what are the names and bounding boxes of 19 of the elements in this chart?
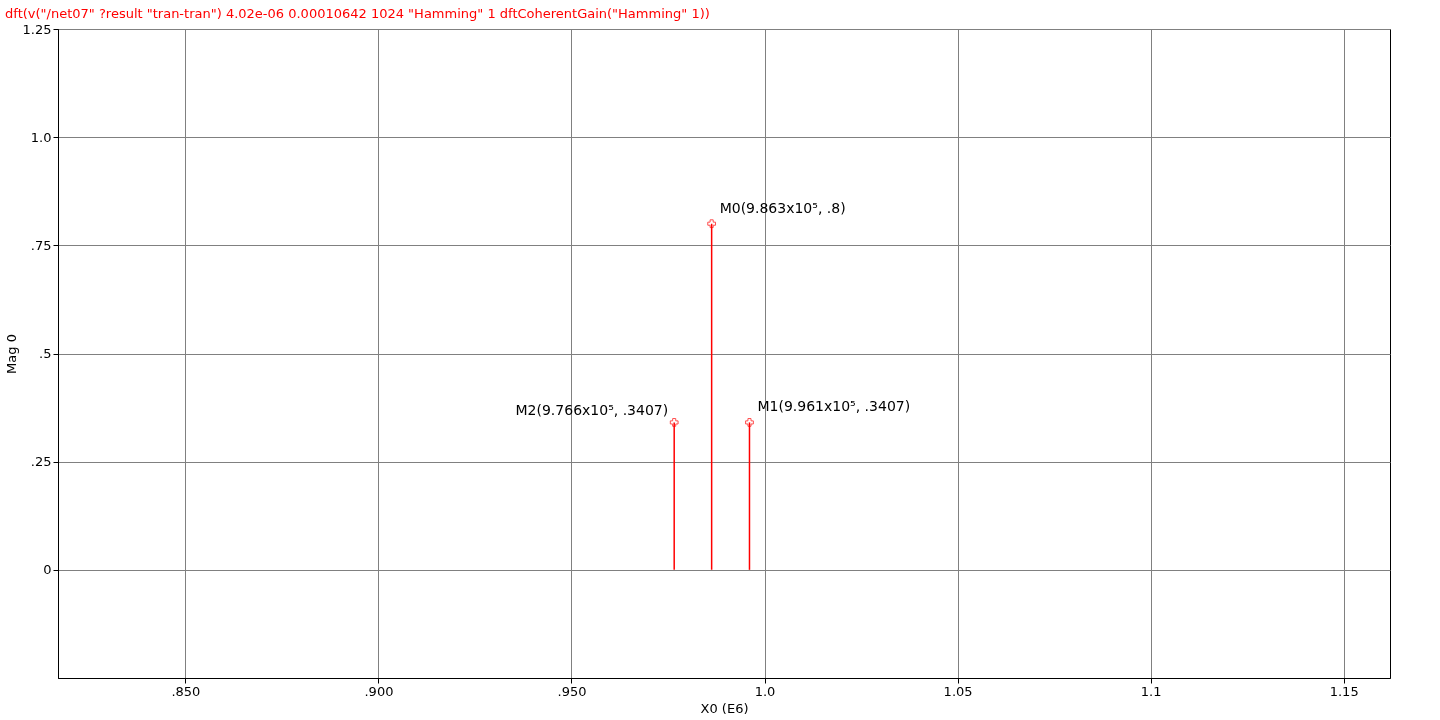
y-tick-label: .75 [30, 237, 52, 253]
x-tick-label: .900 [364, 683, 394, 699]
annotation: M0(9.863x10⁵, .8) [719, 199, 846, 216]
chart-title: dft(v("/net07" ?result "tran-tran") 4.02e-06 0.00010642 1024 "Hamming" 1 dftCoherentGain("Hamming" 1)) [5, 6, 710, 21]
y-tick-label: .5 [39, 346, 52, 361]
x-tick-label: 1.15 [1329, 683, 1359, 699]
y-axis-title: Mag 0 [3, 334, 19, 374]
x-tick-label: .950 [557, 683, 587, 699]
x-tick-label: 1.1 [1140, 683, 1162, 699]
annotation: M1(9.961x10⁵, .3407) [757, 398, 911, 415]
y-tick-label: 1.25 [22, 21, 52, 37]
y-tick-label: 0 [43, 562, 52, 578]
x-tick-label: 1.05 [943, 683, 973, 699]
annotation: M2(9.766x10⁵, .3407) [515, 402, 669, 419]
x-axis-title: X0 (E6) [700, 700, 749, 716]
y-tick-label: 1.0 [30, 129, 52, 145]
x-tick-label: .850 [171, 683, 201, 699]
y-tick-label: .25 [30, 454, 52, 470]
x-tick-label: 1.0 [754, 683, 776, 699]
